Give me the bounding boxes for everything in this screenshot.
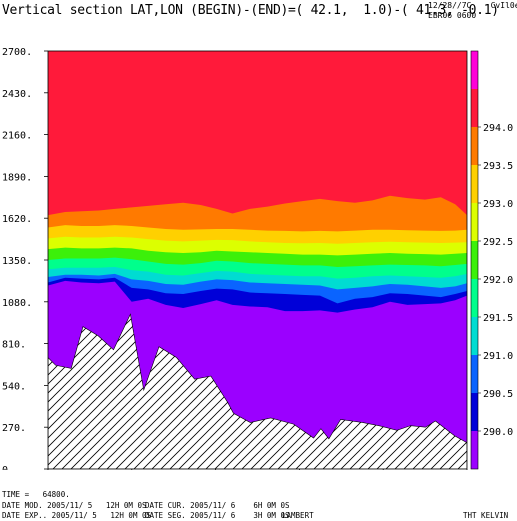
colorbar-label: 291.0 [483, 351, 513, 362]
colorbar-swatch [471, 89, 478, 127]
date-label: 12/28//7C CvIl0eMae [428, 1, 517, 10]
y-tick-label: 2160. [2, 131, 32, 142]
y-tick-label: 1080. [2, 298, 32, 309]
y-tick-label: 270. [2, 423, 26, 434]
colorbar-label: 294.0 [483, 123, 513, 134]
y-tick-label: 1890. [2, 172, 32, 183]
time-label: TIME = 64800. [2, 490, 70, 499]
plot-title: Vertical section LAT,LON (BEGIN)-(END)=(… [2, 3, 499, 18]
run-label: EBR06 0600 [428, 11, 477, 20]
colorbar-label: 293.0 [483, 199, 513, 210]
colorbar-label: 290.5 [483, 389, 513, 400]
date-mod-label: DATE MOD. 2005/11/ 5 12H 0M 0S [2, 501, 147, 510]
colorbar-swatch [471, 431, 478, 469]
colorbar-label: 290.0 [483, 427, 513, 438]
colorbar-label: 293.5 [483, 161, 513, 172]
y-tick-label: 810. [2, 340, 26, 351]
colorbar-swatch [471, 355, 478, 393]
colorbar-frame [470, 50, 479, 470]
vertical-section-chart: 0. 270. 540. 810. 1080. 1350. 1620. 1890. 2160. 2… [2, 47, 513, 470]
colorbar-swatch [471, 241, 478, 279]
colorbar-swatch [471, 203, 478, 241]
colorbar-swatch [471, 165, 478, 203]
projection-label: LAMBERT [282, 511, 314, 520]
y-tick-label: 1620. [2, 214, 32, 225]
colorbar-swatch [471, 393, 478, 431]
date-cur-label: DATE CUR. 2005/11/ 6 6H 0M 0S [145, 501, 290, 510]
colorbar-swatch [471, 51, 478, 89]
terrain-area [48, 313, 467, 469]
date-exp-label: DATE EXP.. 2005/11/ 5 12H 0M 0S [2, 511, 152, 520]
field-label: THT KELVIN [463, 511, 509, 520]
y-tick-label: 0. [2, 465, 14, 470]
colorbar-swatch [471, 317, 478, 355]
colorbar-swatch [471, 279, 478, 317]
y-tick-label: 1350. [2, 256, 32, 267]
y-tick-label: 540. [2, 381, 26, 392]
band-above-294.0 [48, 51, 467, 216]
colorbar-label: 292.5 [483, 237, 513, 248]
y-tick-label: 2430. [2, 89, 32, 100]
colorbar-label: 292.0 [483, 275, 513, 286]
date-seg-label: DATE SEG. 2005/11/ 6 3H 0M 0S [145, 511, 290, 520]
y-tick-label: 2700. [2, 47, 32, 58]
colorbar-label: 291.5 [483, 313, 513, 324]
colorbar-swatch [471, 127, 478, 165]
